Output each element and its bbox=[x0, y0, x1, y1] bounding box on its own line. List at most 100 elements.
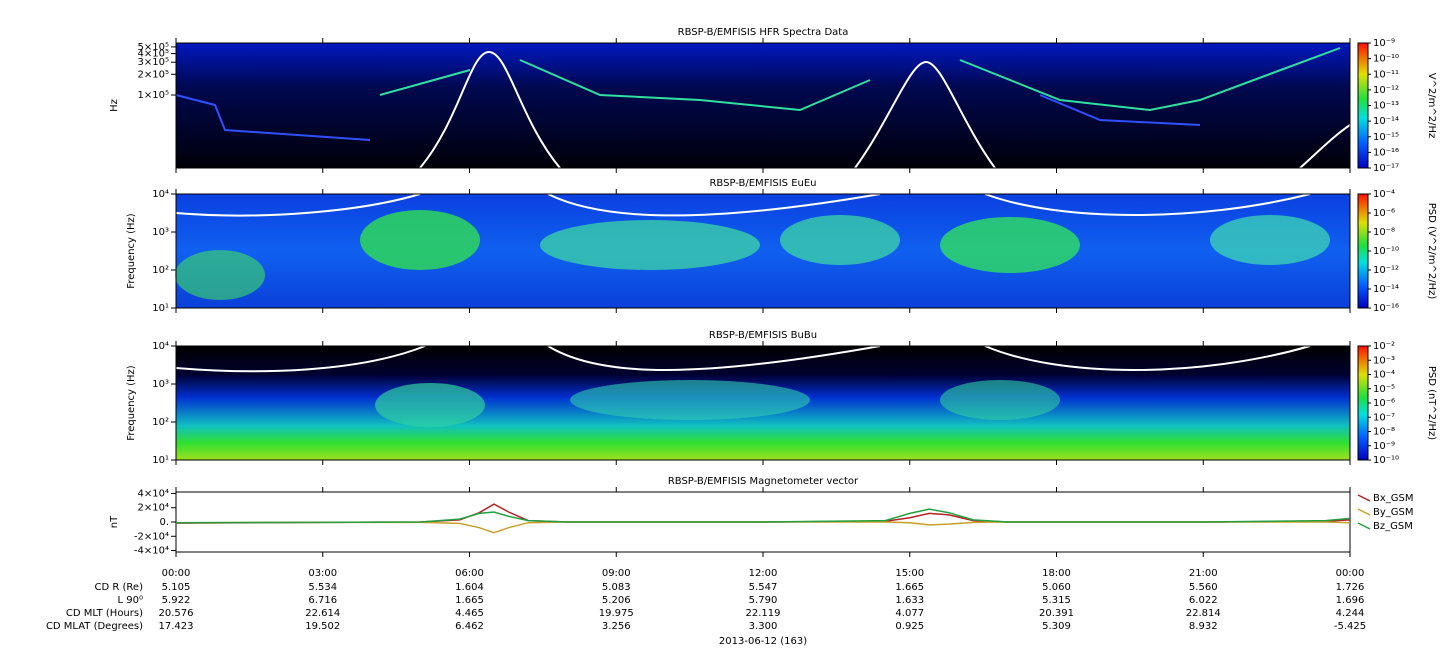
panel-title: RBSP-B/EMFISIS Magnetometer vector bbox=[668, 476, 859, 487]
y-tick-label: 5×10⁵ bbox=[138, 42, 169, 53]
x-tick-label: 15:00 bbox=[895, 568, 924, 579]
y-tick-label: 10² bbox=[152, 417, 169, 428]
y-tick-label: 4×10⁴ bbox=[138, 488, 169, 499]
ephemeris-value: 6.716 bbox=[308, 595, 337, 606]
x-axis-label: 2013-06-12 (163) bbox=[719, 636, 807, 647]
ephemeris-value: 5.309 bbox=[1042, 621, 1071, 632]
ephemeris-value: 4.244 bbox=[1336, 608, 1365, 619]
colorbar-tick-label: 10⁻¹² bbox=[1373, 85, 1399, 96]
colorbar-tick-label: 10⁻⁸ bbox=[1373, 227, 1395, 238]
colorbar bbox=[1357, 345, 1369, 461]
ephemeris-value: 4.077 bbox=[895, 608, 924, 619]
x-tick-label: 03:00 bbox=[308, 568, 337, 579]
ephemeris-value: 5.560 bbox=[1189, 582, 1218, 593]
y-axis-label: Frequency (Hz) bbox=[126, 213, 137, 289]
ephemeris-value: 3.300 bbox=[749, 621, 778, 632]
y-tick-label: 1×10⁵ bbox=[138, 90, 169, 101]
colorbar-tick-label: 10⁻¹³ bbox=[1373, 101, 1399, 112]
ephemeris-value: 20.576 bbox=[159, 608, 194, 619]
colorbar-tick-label: 10⁻⁶ bbox=[1373, 398, 1395, 409]
ephemeris-value: 1.665 bbox=[895, 582, 924, 593]
y-tick-label: 10¹ bbox=[152, 455, 169, 466]
ephemeris-value: 22.119 bbox=[746, 608, 781, 619]
colorbar-tick-label: 10⁻⁹ bbox=[1373, 38, 1395, 49]
colorbar-tick-label: 10⁻¹⁶ bbox=[1373, 147, 1399, 158]
colorbar-tick-label: 10⁻⁴ bbox=[1373, 370, 1395, 381]
x-tick-label: 00:00 bbox=[1336, 568, 1365, 579]
ephemeris-value: 5.534 bbox=[308, 582, 337, 593]
legend-swatch bbox=[1357, 522, 1371, 530]
panel-title: RBSP-B/EMFISIS EuEu bbox=[709, 178, 816, 189]
colorbar-tick-label: 10⁻⁶ bbox=[1373, 208, 1395, 219]
ephemeris-value: 1.604 bbox=[455, 582, 484, 593]
ephemeris-value: 6.022 bbox=[1189, 595, 1218, 606]
colorbar-tick-label: 10⁻¹⁴ bbox=[1373, 284, 1399, 295]
x-tick-label: 06:00 bbox=[455, 568, 484, 579]
y-axis-label: nT bbox=[109, 515, 120, 528]
y-tick-label: -2×10⁴ bbox=[134, 531, 169, 542]
y-axis-label: Frequency (Hz) bbox=[126, 365, 137, 441]
colorbar-tick-label: 10⁻¹⁷ bbox=[1373, 163, 1399, 174]
x-tick-label: 12:00 bbox=[749, 568, 778, 579]
y-tick-label: 4×10⁵ bbox=[138, 49, 169, 60]
ephemeris-value: 19.502 bbox=[305, 621, 340, 632]
ephemeris-value: 5.060 bbox=[1042, 582, 1071, 593]
x-tick-label: 00:00 bbox=[162, 568, 191, 579]
legend-label: Bx_GSM bbox=[1373, 493, 1414, 504]
ephemeris-value: 5.206 bbox=[602, 595, 631, 606]
colorbar-tick-label: 10⁻¹⁴ bbox=[1373, 116, 1399, 127]
y-tick-label: 2×10⁵ bbox=[138, 69, 169, 80]
y-tick-label: 10² bbox=[152, 265, 169, 276]
legend-swatch bbox=[1357, 494, 1371, 502]
ephemeris-value: -5.425 bbox=[1334, 621, 1366, 632]
ephemeris-value: 4.465 bbox=[455, 608, 484, 619]
y-tick-label: 0. bbox=[159, 517, 169, 528]
colorbar-tick-label: 10⁻² bbox=[1373, 341, 1395, 352]
x-tick-label: 18:00 bbox=[1042, 568, 1071, 579]
ephemeris-label: CD MLT (Hours) bbox=[66, 608, 143, 619]
colorbar-tick-label: 10⁻⁷ bbox=[1373, 412, 1395, 423]
y-tick-label: 10³ bbox=[152, 227, 169, 238]
ephemeris-value: 5.315 bbox=[1042, 595, 1071, 606]
colorbar-tick-label: 10⁻¹⁶ bbox=[1373, 303, 1399, 314]
x-tick-label: 09:00 bbox=[602, 568, 631, 579]
ephemeris-value: 6.462 bbox=[455, 621, 484, 632]
series-line bbox=[175, 521, 1351, 534]
y-tick-label: 10⁴ bbox=[152, 341, 169, 352]
colorbar-label: V^2/m^2/Hz bbox=[1426, 73, 1437, 139]
ephemeris-value: 3.256 bbox=[602, 621, 631, 632]
ephemeris-value: 8.932 bbox=[1189, 621, 1218, 632]
ephemeris-value: 5.083 bbox=[602, 582, 631, 593]
ephemeris-value: 1.633 bbox=[895, 595, 924, 606]
y-tick-label: 3×10⁵ bbox=[138, 57, 169, 68]
y-axis-label: Hz bbox=[109, 99, 120, 112]
y-tick-label: 10¹ bbox=[152, 303, 169, 314]
colorbar-tick-label: 10⁻¹⁰ bbox=[1373, 54, 1399, 65]
ephemeris-value: 1.665 bbox=[455, 595, 484, 606]
colorbar-tick-label: 10⁻¹² bbox=[1373, 265, 1399, 276]
series-line bbox=[175, 503, 1351, 524]
panel-title: RBSP-B/EMFISIS HFR Spectra Data bbox=[678, 27, 849, 38]
series-line bbox=[175, 508, 1351, 524]
colorbar-tick-label: 10⁻⁹ bbox=[1373, 441, 1395, 452]
colorbar-tick-label: 10⁻¹⁵ bbox=[1373, 132, 1399, 143]
ephemeris-value: 0.925 bbox=[895, 621, 924, 632]
colorbar-tick-label: 10⁻⁸ bbox=[1373, 427, 1395, 438]
y-tick-label: -4×10⁴ bbox=[134, 546, 169, 557]
ephemeris-value: 22.614 bbox=[305, 608, 340, 619]
y-tick-label: 10⁴ bbox=[152, 189, 169, 200]
ephemeris-label: CD R (Re) bbox=[95, 582, 144, 593]
ephemeris-value: 19.975 bbox=[599, 608, 634, 619]
ephemeris-value: 5.547 bbox=[749, 582, 778, 593]
panel-title: RBSP-B/EMFISIS BuBu bbox=[709, 330, 817, 341]
spectrogram-image bbox=[175, 43, 1351, 460]
ephemeris-value: 5.790 bbox=[749, 595, 778, 606]
legend-swatch bbox=[1357, 508, 1371, 516]
ephemeris-value: 22.814 bbox=[1186, 608, 1221, 619]
colorbar bbox=[1357, 42, 1369, 169]
x-tick-label: 21:00 bbox=[1189, 568, 1218, 579]
colorbar-tick-label: 10⁻⁵ bbox=[1373, 384, 1395, 395]
ephemeris-value: 5.105 bbox=[162, 582, 191, 593]
ephemeris-value: 20.391 bbox=[1039, 608, 1074, 619]
